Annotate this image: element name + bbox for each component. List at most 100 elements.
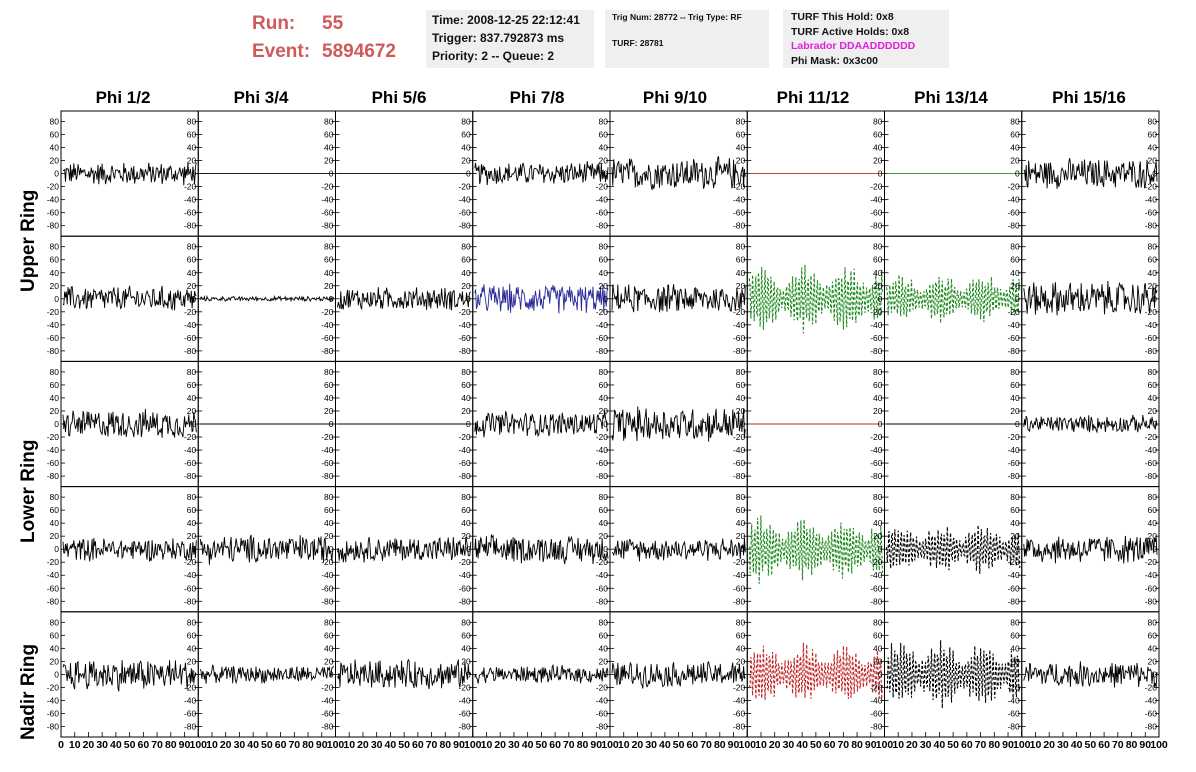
x-tick-label: 100 xyxy=(189,739,207,751)
y-tick-label: -80 xyxy=(870,721,883,731)
y-tick-label: 80 xyxy=(599,617,609,627)
y-tick-label: 80 xyxy=(736,617,746,627)
y-tick-label: 0 xyxy=(466,169,471,179)
y-tick-label: 20 xyxy=(736,281,746,291)
y-tick-label: -40 xyxy=(184,320,197,330)
y-tick-label: -60 xyxy=(733,208,746,218)
y-tick-label: -80 xyxy=(1007,221,1020,231)
y-tick-label: -40 xyxy=(596,445,609,455)
y-tick-label: -80 xyxy=(47,471,60,481)
y-tick-label: 20 xyxy=(1010,156,1020,166)
x-tick-label: 10 xyxy=(206,739,218,751)
y-tick-label: -40 xyxy=(870,195,883,205)
y-tick-label: 0 xyxy=(466,294,471,304)
x-tick-label: 50 xyxy=(673,739,685,751)
y-tick-label: -20 xyxy=(47,307,60,317)
y-tick-label: 60 xyxy=(873,505,883,515)
y-tick-label: 0 xyxy=(878,294,883,304)
y-tick-label: -20 xyxy=(47,682,60,692)
x-tick-label: 10 xyxy=(618,739,630,751)
y-tick-label: 20 xyxy=(1010,406,1020,416)
event-value: 5894672 xyxy=(322,41,396,62)
y-tick-label: 20 xyxy=(736,406,746,416)
y-tick-label: 0 xyxy=(329,169,334,179)
y-tick-label: -60 xyxy=(1007,333,1020,343)
y-tick-label: 40 xyxy=(599,143,609,153)
y-tick-label: 0 xyxy=(466,544,471,554)
y-tick-label: 40 xyxy=(736,268,746,278)
x-tick-label: 50 xyxy=(947,739,959,751)
y-tick-label: 40 xyxy=(50,643,60,653)
x-tick-label: 40 xyxy=(934,739,946,751)
y-tick-label: -40 xyxy=(1145,320,1158,330)
y-tick-label: 60 xyxy=(461,130,471,140)
y-tick-label: 60 xyxy=(324,255,334,265)
y-tick-label: -40 xyxy=(458,695,471,705)
y-tick-label: 80 xyxy=(324,367,334,377)
x-tick-label: 80 xyxy=(302,739,314,751)
plot-frame xyxy=(609,235,748,362)
x-tick-label: 60 xyxy=(824,739,836,751)
waveform-series xyxy=(474,410,609,438)
y-tick-label: 80 xyxy=(50,242,60,252)
y-tick-label: 60 xyxy=(1148,255,1158,265)
y-tick-label: -20 xyxy=(184,557,197,567)
y-tick-label: 60 xyxy=(599,130,609,140)
x-tick-label: 10 xyxy=(343,739,355,751)
y-tick-label: 40 xyxy=(187,143,197,153)
y-tick-label: 80 xyxy=(873,367,883,377)
y-tick-label: -80 xyxy=(1145,221,1158,231)
y-tick-label: 0 xyxy=(1152,169,1157,179)
column-header-phi-13-14: Phi 13/14 xyxy=(914,88,988,107)
y-tick-label: -60 xyxy=(47,333,60,343)
waveform-series xyxy=(199,664,334,685)
x-tick-label: 40 xyxy=(522,739,534,751)
waveform-series xyxy=(62,285,197,311)
y-tick-label: -60 xyxy=(733,708,746,718)
y-tick-label: -20 xyxy=(458,182,471,192)
y-tick-label: 40 xyxy=(599,643,609,653)
waveform-series xyxy=(611,406,746,442)
x-tick-label: 70 xyxy=(563,739,575,751)
y-tick-label: 60 xyxy=(599,255,609,265)
y-tick-label: 0 xyxy=(741,419,746,429)
y-tick-label: -60 xyxy=(1007,583,1020,593)
y-tick-label: -40 xyxy=(184,445,197,455)
y-tick-label: -80 xyxy=(184,221,197,231)
x-tick-label: 20 xyxy=(906,739,918,751)
y-tick-label: -60 xyxy=(596,458,609,468)
y-tick-label: 40 xyxy=(873,643,883,653)
y-tick-label: -80 xyxy=(458,596,471,606)
y-tick-label: 20 xyxy=(873,656,883,666)
column-header-phi-7-8: Phi 7/8 xyxy=(509,88,565,107)
y-tick-label: 80 xyxy=(599,242,609,252)
y-tick-label: -60 xyxy=(321,458,334,468)
y-tick-label: -80 xyxy=(1007,596,1020,606)
y-tick-label: -40 xyxy=(1145,570,1158,580)
y-tick-label: -80 xyxy=(458,471,471,481)
x-tick-label: 100 xyxy=(1013,739,1031,751)
y-tick-label: 80 xyxy=(324,242,334,252)
y-tick-label: -60 xyxy=(47,583,60,593)
y-tick-label: -20 xyxy=(596,682,609,692)
y-tick-label: 60 xyxy=(187,130,197,140)
y-tick-label: -20 xyxy=(1007,432,1020,442)
y-tick-label: -60 xyxy=(1007,708,1020,718)
waveform-series xyxy=(1023,414,1158,434)
y-tick-label: 0 xyxy=(54,169,59,179)
x-tick-label: 0 xyxy=(58,739,64,751)
y-tick-label: 20 xyxy=(187,406,197,416)
x-tick-label: 70 xyxy=(1112,739,1124,751)
y-tick-label: -40 xyxy=(733,320,746,330)
y-tick-label: 60 xyxy=(324,630,334,640)
y-tick-label: 20 xyxy=(599,406,609,416)
y-tick-label: 60 xyxy=(324,505,334,515)
x-tick-label: 30 xyxy=(920,739,932,751)
y-tick-label: -80 xyxy=(458,221,471,231)
x-tick-label: 30 xyxy=(1057,739,1069,751)
x-tick-label: 70 xyxy=(700,739,712,751)
y-tick-label: 60 xyxy=(324,380,334,390)
y-tick-label: -60 xyxy=(321,583,334,593)
y-tick-label: 20 xyxy=(324,406,334,416)
y-tick-label: -60 xyxy=(458,583,471,593)
